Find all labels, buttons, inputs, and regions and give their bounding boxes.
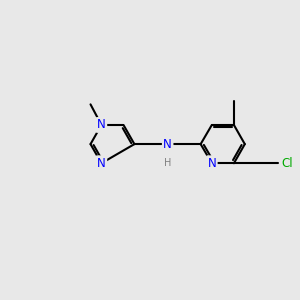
Text: N: N — [208, 157, 216, 170]
Text: N: N — [163, 138, 172, 151]
Text: H: H — [164, 158, 171, 168]
Text: N: N — [97, 118, 106, 131]
Text: N: N — [97, 157, 106, 170]
Text: Cl: Cl — [281, 157, 293, 170]
